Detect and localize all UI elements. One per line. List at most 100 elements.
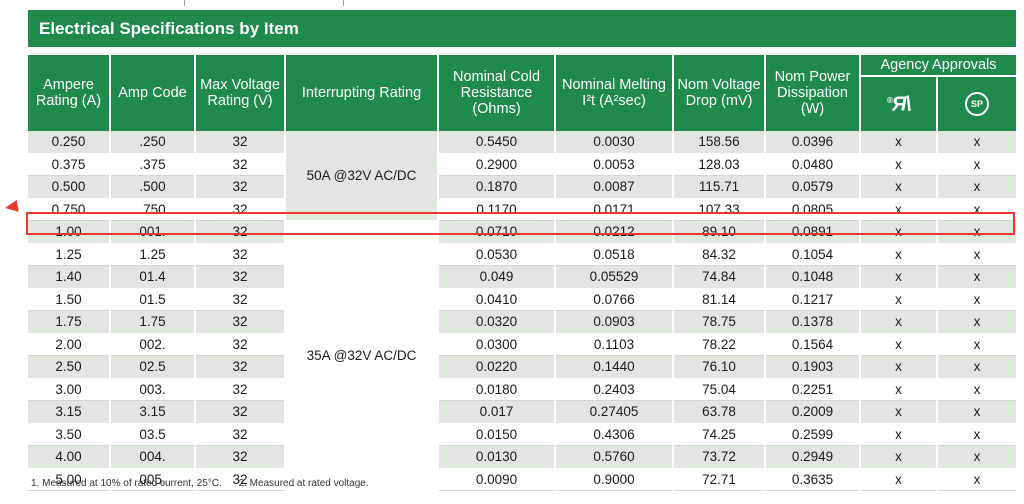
ul-approval-cell: x [860, 265, 938, 289]
resistance-cell: 0.2900 [438, 153, 556, 176]
voltage-drop-cell: 81.14 [673, 288, 766, 311]
voltage-cell: 32 [195, 243, 286, 266]
ul-recognized-icon: ®Я\ [860, 76, 938, 131]
amp-code-cell: .750 [110, 198, 196, 221]
voltage-drop-cell: 158.56 [673, 131, 766, 154]
voltage-cell: 32 [195, 220, 286, 244]
power-cell: 0.1903 [765, 355, 861, 379]
interrupting-rating-group-2: 35A @32V AC/DC [285, 220, 439, 491]
ampere-cell: 0.250 [28, 131, 111, 154]
amp-code-cell: 004. [110, 445, 196, 469]
table-row: 3.15 3.15 32 0.017 0.27405 63.78 0.2009 x x [28, 400, 1017, 424]
table-row: 1.00 001. 32 35A @32V AC/DC 0.0710 0.0212 89.1… [28, 220, 1017, 491]
voltage-cell: 32 [195, 265, 286, 289]
amp-code-cell: 003. [110, 378, 196, 401]
amp-code-cell: 03.5 [110, 423, 196, 446]
ul-approval-cell: x [860, 288, 938, 311]
resistance-cell: 0.0300 [438, 333, 556, 356]
resistance-cell: 0.0320 [438, 310, 556, 334]
voltage-cell: 32 [195, 333, 286, 356]
amp-code-cell: 01.4 [110, 265, 196, 289]
melting-cell: 0.0766 [555, 288, 674, 311]
power-cell: 0.2251 [765, 378, 861, 401]
voltage-drop-cell: 128.03 [673, 153, 766, 176]
ul-approval-cell: x [860, 175, 938, 199]
resistance-cell: 0.0710 [438, 220, 556, 244]
ul-approval-cell: x [860, 131, 938, 154]
table-row: 3.00 003. 32 0.0180 0.2403 75.04 0.2251 x x [28, 378, 1017, 401]
amp-code-cell: 3.15 [110, 400, 196, 424]
header-agency-approvals: Agency Approvals [860, 55, 1017, 77]
ampere-cell: 1.40 [28, 265, 111, 289]
resistance-cell: 0.0150 [438, 423, 556, 446]
ul-approval-cell: x [860, 153, 938, 176]
melting-cell: 0.0053 [555, 153, 674, 176]
csa-approval-cell: x [937, 198, 1017, 221]
voltage-cell: 32 [195, 423, 286, 446]
voltage-cell: 32 [195, 355, 286, 379]
ul-approval-cell: x [860, 355, 938, 379]
ampere-cell: 1.25 [28, 243, 111, 266]
table-row: 5.00 005. 32 0.0090 0.9000 72.71 0.3635 x x [28, 468, 1017, 491]
ampere-cell: 1.75 [28, 310, 111, 334]
ul-approval-cell: x [860, 468, 938, 491]
table-row: 4.00 004. 32 0.0130 0.5760 73.72 0.2949 x x [28, 445, 1017, 469]
amp-code-cell: 002. [110, 333, 196, 356]
voltage-drop-cell: 63.78 [673, 400, 766, 424]
voltage-cell: 32 [195, 310, 286, 334]
ul-approval-cell: x [860, 310, 938, 334]
csa-approval-cell: x [937, 445, 1017, 469]
interrupting-rating-group-1: 50A @32V AC/DC [285, 131, 439, 221]
voltage-cell: 32 [195, 131, 286, 154]
resistance-cell: 0.0180 [438, 378, 556, 401]
melting-cell: 0.0171 [555, 198, 674, 221]
voltage-cell: 32 [195, 153, 286, 176]
arrow-pointer-icon [5, 199, 23, 218]
ampere-cell: 1.50 [28, 288, 111, 311]
power-cell: 0.3635 [765, 468, 861, 491]
power-cell: 0.0396 [765, 131, 861, 154]
ampere-cell: 5.00 [28, 468, 111, 491]
voltage-drop-cell: 84.32 [673, 243, 766, 266]
melting-cell: 0.0030 [555, 131, 674, 154]
tick-mark [343, 0, 344, 6]
resistance-cell: 0.0410 [438, 288, 556, 311]
resistance-cell: 0.0090 [438, 468, 556, 491]
resistance-cell: 0.0530 [438, 243, 556, 266]
power-cell: 0.2949 [765, 445, 861, 469]
ampere-cell: 0.375 [28, 153, 111, 176]
ul-approval-cell: x [860, 445, 938, 469]
voltage-cell: 32 [195, 445, 286, 469]
csa-approval-cell: x [937, 131, 1017, 154]
csa-approval-cell: x [937, 355, 1017, 379]
voltage-cell: 32 [195, 378, 286, 401]
melting-cell: 0.0903 [555, 310, 674, 334]
resistance-cell: 0.017 [438, 400, 556, 424]
table-row: 0.750.750 32 0.1170 0.0171 107.33 0.0805 x x [28, 198, 1017, 221]
header-amp-code: Amp Code [110, 55, 196, 131]
voltage-cell: 32 [195, 198, 286, 221]
table-row: 3.50 03.5 32 0.0150 0.4306 74.25 0.2599 x x [28, 423, 1017, 446]
voltage-drop-cell: 72.71 [673, 468, 766, 491]
csa-approval-cell: x [937, 153, 1017, 176]
ul-approval-cell: x [860, 198, 938, 221]
csa-approval-cell: x [937, 423, 1017, 446]
power-cell: 0.0805 [765, 198, 861, 221]
header-interrupting-rating: Interrupting Rating [285, 55, 439, 131]
voltage-drop-cell: 115.71 [673, 175, 766, 199]
table-row: 0.500.500 32 0.1870 0.0087 115.71 0.0579 x x [28, 175, 1017, 199]
resistance-cell: 0.0220 [438, 355, 556, 379]
melting-cell: 0.0212 [555, 220, 674, 244]
resistance-cell: 0.0130 [438, 445, 556, 469]
power-cell: 0.1048 [765, 265, 861, 289]
ul-approval-cell: x [860, 378, 938, 401]
csa-approval-cell: x [937, 378, 1017, 401]
table-row: 1.25 1.25 32 0.0530 0.0518 84.32 0.1054 x x [28, 243, 1017, 266]
spec-table-body: 0.250.250 32 50A @32V AC/DC 0.5450 0.0030 158… [28, 131, 1017, 491]
csa-approval-cell: x [937, 400, 1017, 424]
section-title: Electrical Specifications by Item [28, 10, 1016, 47]
table-row: 0.375.375 32 0.2900 0.0053 128.03 0.0480 x x [28, 153, 1017, 176]
electrical-spec-table: Ampere Rating (A) Amp Code Max Voltage R… [28, 55, 1017, 491]
ul-approval-cell: x [860, 243, 938, 266]
csa-approval-cell: x [937, 265, 1017, 289]
